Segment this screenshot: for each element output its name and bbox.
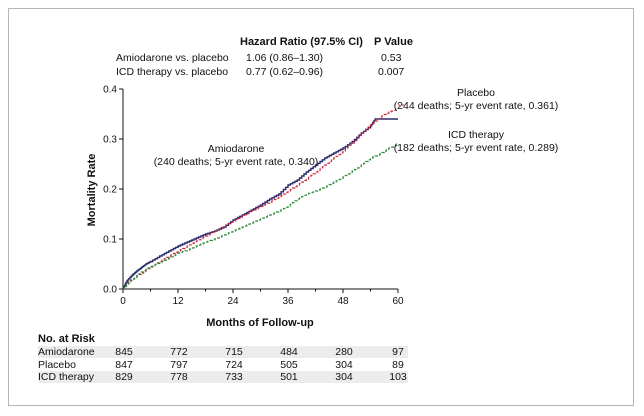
chart-annotations: Amiodarone(240 deaths; 5-yr event rate, … bbox=[154, 87, 559, 168]
risk-row-label: Placebo bbox=[38, 358, 76, 371]
p-value-header: P Value bbox=[374, 36, 413, 48]
risk-value: 103 bbox=[389, 371, 407, 383]
figure-frame bbox=[8, 8, 634, 406]
y-tick-label: 0.1 bbox=[103, 235, 117, 246]
x-tick-label: 24 bbox=[227, 296, 239, 307]
icd-annotation: (182 deaths; 5-yr event rate, 0.289) bbox=[394, 142, 559, 154]
risk-value: 505 bbox=[280, 358, 298, 371]
hazard-ratio-header: Hazard Ratio (97.5% CI) bbox=[240, 36, 363, 48]
chart-series bbox=[122, 108, 399, 290]
hazard-row-label: ICD therapy vs. placebo bbox=[116, 66, 229, 78]
risk-row-label: Amiodarone bbox=[38, 346, 95, 358]
x-tick-label: 0 bbox=[120, 296, 126, 307]
x-tick-label: 12 bbox=[172, 296, 184, 307]
risk-row-amiodarone: Amiodarone 845 772 715 484 280 97 bbox=[38, 346, 408, 358]
risk-value: 845 bbox=[115, 346, 133, 358]
risk-value: 89 bbox=[392, 358, 404, 371]
y-tick-label: 0.4 bbox=[103, 85, 117, 96]
risk-value: 304 bbox=[335, 371, 353, 383]
y-tick-label: 0.3 bbox=[103, 135, 117, 146]
hazard-row-label: Amiodarone vs. placebo bbox=[116, 52, 229, 64]
risk-value: 778 bbox=[170, 371, 188, 383]
x-tick-label: 36 bbox=[282, 296, 294, 307]
icd-annotation: ICD therapy bbox=[448, 129, 505, 141]
hazard-row-hr: 1.06 (0.86–1.30) bbox=[246, 52, 324, 64]
amiodarone-annotation: Amiodarone bbox=[208, 143, 265, 155]
risk-value: 280 bbox=[335, 346, 353, 358]
hazard-row-p: 0.53 bbox=[381, 52, 402, 64]
risk-row-label: ICD therapy bbox=[38, 371, 95, 383]
placebo-annotation: (244 deaths; 5-yr event rate, 0.361) bbox=[394, 100, 559, 112]
mortality-chart: 0 12 24 36 48 600.00.10.20.30.4 Amiodarone(24… bbox=[86, 85, 559, 330]
series-line-icd-therapy bbox=[123, 144, 399, 290]
series-line-placebo bbox=[123, 108, 399, 290]
risk-row-icd-therapy: ICD therapy 829 778 733 501 304 103 bbox=[38, 371, 408, 383]
x-tick-label: 60 bbox=[392, 296, 404, 307]
hazard-row-hr: 0.77 (0.62–0.96) bbox=[246, 66, 324, 78]
y-axis-label: Mortality Rate bbox=[86, 154, 98, 227]
placebo-annotation: Placebo bbox=[457, 87, 495, 99]
chart-axes: 0 12 24 36 48 60 0.0 0.1 0.2 0.3 0.4 bbox=[103, 85, 404, 308]
risk-value: 715 bbox=[225, 346, 243, 358]
risk-value: 97 bbox=[392, 346, 404, 358]
x-axis-label: Months of Follow-up bbox=[206, 317, 314, 329]
risk-row-placebo: Placebo 847 797 724 505 304 89 bbox=[38, 359, 408, 371]
y-tick-label: 0.2 bbox=[103, 185, 117, 196]
risk-value: 501 bbox=[280, 371, 298, 383]
risk-value: 829 bbox=[115, 371, 133, 383]
hazard-row-p: 0.007 bbox=[378, 66, 405, 78]
risk-value: 733 bbox=[225, 371, 243, 383]
risk-table-title: No. at Risk bbox=[38, 333, 95, 345]
x-tick-label: 48 bbox=[337, 296, 349, 307]
risk-value: 304 bbox=[335, 358, 353, 371]
y-tick-label: 0.0 bbox=[103, 285, 117, 296]
series-line-amiodarone bbox=[122, 118, 398, 290]
risk-value: 797 bbox=[170, 358, 188, 371]
risk-value: 847 bbox=[115, 358, 133, 371]
risk-value: 772 bbox=[170, 346, 188, 358]
risk-value: 724 bbox=[225, 358, 243, 371]
amiodarone-annotation: (240 deaths; 5-yr event rate, 0.340) bbox=[154, 156, 319, 168]
risk-value: 484 bbox=[280, 346, 298, 358]
